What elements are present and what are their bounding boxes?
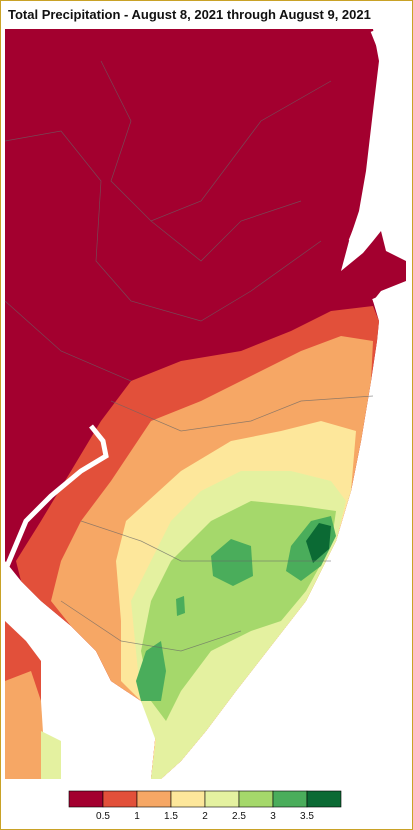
legend-swatch	[238, 790, 274, 808]
region	[136, 641, 166, 701]
region	[141, 501, 336, 721]
hudson-river	[348, 30, 388, 242]
region	[306, 523, 331, 563]
legend-label: 2.5	[232, 811, 246, 822]
region	[5, 671, 46, 779]
legend-swatch	[170, 790, 206, 808]
map-title: Total Precipitation - August 8, 2021 thr…	[8, 7, 371, 22]
legend-swatch	[272, 790, 308, 808]
legend-swatch	[306, 790, 342, 808]
legend-swatch	[136, 790, 172, 808]
legend-swatch	[102, 790, 138, 808]
legend-label: 0.5	[96, 811, 110, 822]
delaware-river	[2, 424, 109, 572]
legend-label: 2	[202, 811, 208, 822]
legend-swatch	[68, 790, 104, 808]
legend-label: 3	[270, 811, 276, 822]
bay	[372, 284, 407, 303]
region	[176, 596, 185, 616]
legend: 0.5 1 1.5 2 2.5 3 3.5	[68, 790, 342, 822]
legend-label: 1.5	[164, 811, 178, 822]
region	[211, 539, 253, 586]
legend-label: 3.5	[300, 811, 314, 822]
legend-label: 1	[134, 811, 140, 822]
legend-swatch	[204, 790, 240, 808]
region	[41, 731, 61, 779]
county-lines	[4, 60, 374, 652]
region	[5, 29, 101, 561]
